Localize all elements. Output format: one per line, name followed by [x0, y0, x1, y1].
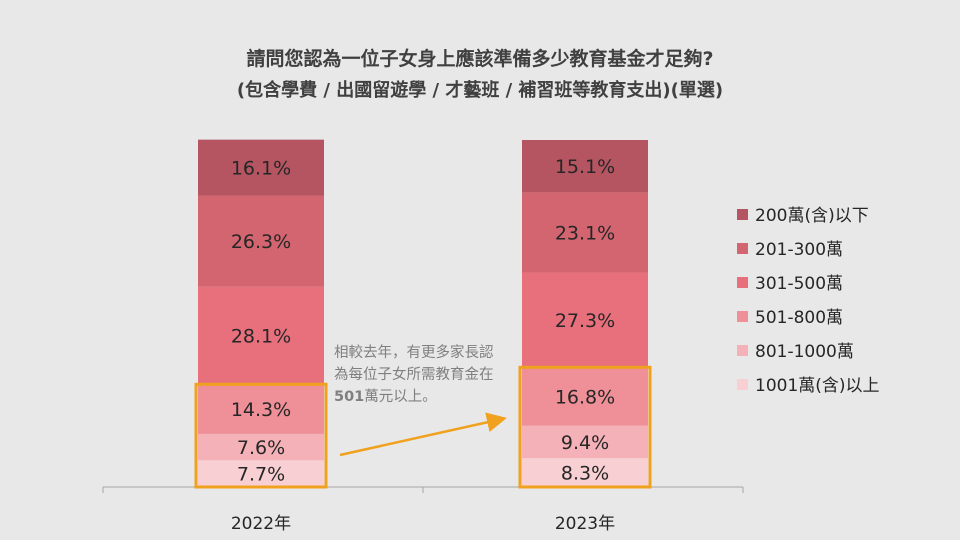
- data-label-2022-301-500: 28.1%: [231, 326, 291, 348]
- x-tick-label-2: 2023年: [555, 514, 615, 534]
- data-label-2022-1001: 7.7%: [237, 464, 285, 486]
- legend-label-5: 801-1000萬: [755, 342, 854, 362]
- bar-segment-2023-501-800: [522, 367, 648, 426]
- data-label-2023-200: 15.1%: [555, 156, 615, 178]
- legend-label-1: 200萬(含)以下: [755, 206, 869, 226]
- legend-label-2: 201-300萬: [755, 240, 843, 260]
- bar-segment-2022-201-300: [198, 195, 324, 287]
- legend-swatch-3: [737, 277, 748, 288]
- bar-segment-2023-200: [522, 140, 648, 193]
- legend-swatch-1: [737, 209, 748, 220]
- chart-subtitle: (包含學費 / 出國留遊學 / 才藝班 / 補習班等教育支出)(單選): [236, 80, 724, 101]
- annotation-text: 相較去年，有更多家長認為每位子女所需教育金在 501萬元以上。: [334, 342, 506, 408]
- bar-segment-2023-201-300: [522, 192, 648, 273]
- legend-swatch-2: [737, 243, 748, 254]
- data-label-2022-801-1000: 7.6%: [237, 437, 285, 459]
- bar-segment-2023-1001: [522, 458, 648, 487]
- annotation-part-1: 相較去年，有更多家長認為每位子女所需教育金在: [334, 345, 494, 383]
- annotation-highlight-number: 501: [334, 389, 365, 405]
- data-label-2022-501-800: 14.3%: [231, 399, 291, 421]
- data-label-2022-201-300: 26.3%: [231, 231, 291, 253]
- data-label-2023-201-300: 23.1%: [555, 222, 615, 244]
- bar-segment-2022-801-1000: [198, 433, 324, 461]
- legend-label-3: 301-500萬: [755, 274, 843, 294]
- legend-label-6: 1001萬(含)以上: [755, 376, 880, 396]
- legend-swatch-5: [737, 345, 748, 356]
- legend-swatch-6: [737, 379, 748, 390]
- data-label-2023-1001: 8.3%: [561, 463, 609, 485]
- data-label-2023-801-1000: 9.4%: [561, 432, 609, 454]
- x-tick-label-1: 2022年: [231, 514, 291, 534]
- legend-label-4: 501-800萬: [755, 308, 843, 328]
- annotation-arrow: [339, 412, 507, 457]
- data-label-2022-200: 16.1%: [231, 158, 291, 180]
- bar-segment-2022-301-500: [198, 286, 324, 385]
- bar-segment-2022-200: [198, 139, 324, 196]
- highlight-box-2023: [518, 365, 652, 489]
- bar-segment-2023-301-500: [522, 272, 648, 368]
- bar-segment-2023-801-1000: [522, 425, 648, 459]
- data-label-2023-301-500: 27.3%: [555, 310, 615, 332]
- annotation-part-3: 萬元以上。: [364, 389, 437, 405]
- highlight-box-2022: [194, 382, 328, 489]
- chart-title: 請問您認為一位子女身上應該準備多少教育基金才足夠?: [246, 48, 714, 70]
- bar-segment-2022-501-800: [198, 384, 324, 434]
- data-label-2023-501-800: 16.8%: [555, 386, 615, 408]
- legend-swatch-4: [737, 311, 748, 322]
- bar-segment-2022-1001: [198, 460, 324, 487]
